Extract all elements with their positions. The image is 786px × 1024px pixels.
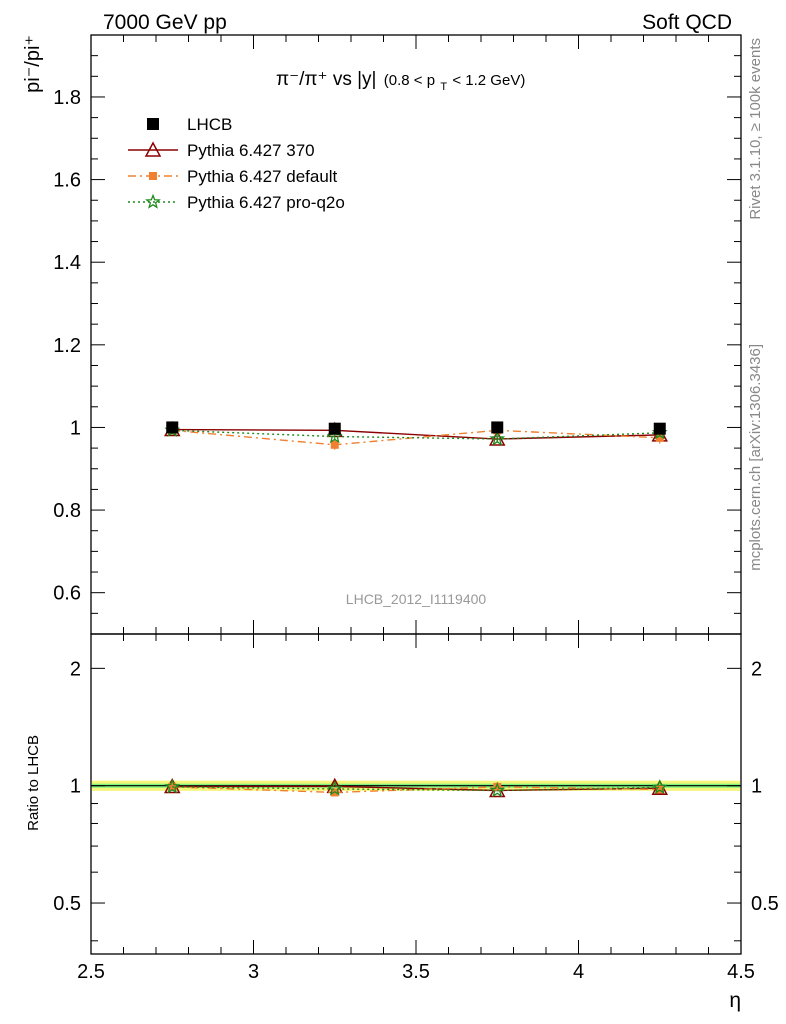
legend-marker — [144, 141, 162, 157]
series-line — [172, 428, 660, 440]
data-point — [489, 430, 506, 446]
ratio-ytick-label-left: 2 — [70, 658, 81, 680]
ratio-point — [164, 778, 181, 794]
legend-marker — [145, 193, 161, 209]
x-axis-label: η — [729, 989, 741, 1012]
main-ytick-label: 1 — [70, 417, 81, 439]
ratio-point — [489, 782, 506, 798]
x-tick-label: 2.5 — [77, 961, 105, 983]
x-tick-label: 3 — [248, 961, 259, 983]
ratio-ytick-label-right: 2 — [751, 658, 762, 680]
main-ytick-label: 1.6 — [53, 170, 81, 192]
data-point — [330, 440, 339, 449]
header-left: 7000 GeV pp — [103, 11, 227, 34]
title-main: π⁻/π⁺ vs |y| — [276, 69, 376, 90]
ratio-series-line — [172, 786, 660, 792]
legend: LHCB Pythia 6.427 370 Pythia 6.427 default… — [128, 115, 345, 212]
legend-marker — [149, 172, 157, 180]
data-point — [491, 421, 504, 434]
ratio-point — [326, 780, 343, 796]
x-tick-label: 4 — [573, 961, 584, 983]
ratio-point — [493, 782, 502, 791]
legend-label: Pythia 6.427 default — [187, 167, 338, 186]
rivet-label: Rivet 3.1.10, ≥ 100k events — [747, 38, 764, 220]
x-tick-label: 3.5 — [402, 961, 430, 983]
main-ytick-label: 0.8 — [53, 500, 81, 522]
ratio-series-layer — [163, 777, 669, 798]
main-chart-title: π⁻/π⁺ vs |y| (0.8 < p T < 1.2 GeV) — [276, 69, 525, 95]
analysis-tag: LHCB_2012_I1119400 — [346, 591, 487, 607]
data-point — [166, 421, 179, 434]
title-range-sub: T — [440, 81, 447, 93]
ratio-panel-frame — [90, 633, 742, 955]
series-line — [172, 429, 660, 446]
x-tick-label: 4.5 — [727, 961, 755, 983]
legend-label: Pythia 6.427 370 — [187, 141, 315, 160]
main-series-layer — [163, 420, 669, 450]
data-point — [653, 422, 666, 435]
legend-marker — [147, 118, 159, 130]
ratio-ytick-label-right: 1 — [751, 776, 762, 798]
main-ylabel: pi⁻/pi⁺ — [22, 35, 44, 93]
ratio-axis-ticks: 0.5 0.5 1 1 2 2 2.5 3 3.5 4 4.5 — [53, 634, 779, 983]
ratio-point — [651, 779, 668, 795]
main-ytick-label: 1.2 — [53, 335, 81, 357]
ratio-ylabel: Ratio to LHCB — [25, 735, 42, 831]
ratio-ytick-label-right: 0.5 — [751, 893, 779, 915]
title-range-suffix: < 1.2 GeV) — [452, 72, 525, 89]
ratio-ytick-label-left: 0.5 — [53, 893, 81, 915]
legend-label: LHCB — [187, 115, 232, 134]
main-ytick-label: 1.4 — [53, 252, 81, 274]
main-ytick-label: 1.8 — [53, 87, 81, 109]
main-axis-ticks: 0.6 0.8 1 1.2 1.4 1.6 1.8 — [53, 34, 742, 635]
ratio-ytick-label-left: 1 — [70, 776, 81, 798]
title-range-prefix: (0.8 < p — [384, 72, 435, 89]
ratio-band-layer — [91, 780, 741, 791]
mcplots-label: mcplots.cern.ch [arXiv:1306.3436] — [747, 344, 764, 571]
series-line — [172, 429, 660, 440]
data-point — [328, 422, 341, 435]
header-right: Soft QCD — [642, 11, 732, 34]
main-ytick-label: 0.6 — [53, 583, 81, 605]
legend-label: Pythia 6.427 pro-q2o — [187, 193, 345, 212]
data-point — [655, 433, 664, 442]
